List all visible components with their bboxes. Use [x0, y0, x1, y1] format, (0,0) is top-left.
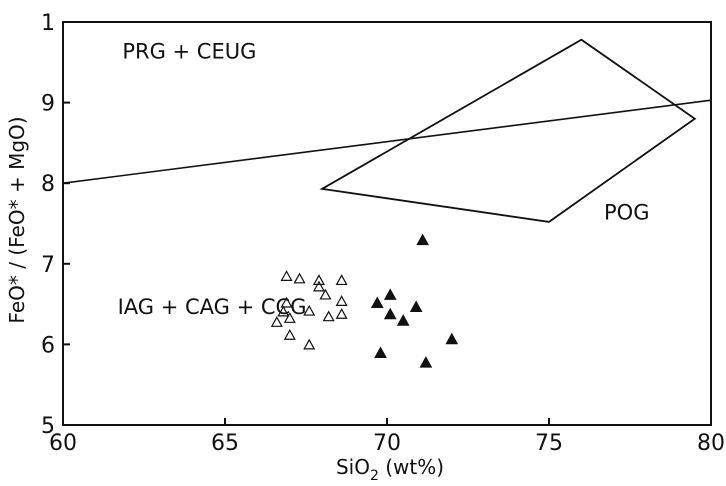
y-tick-label: 9: [41, 92, 55, 117]
open-triangle-point: [277, 305, 290, 317]
pog-field-polygon: [319, 38, 697, 223]
data-points: [270, 233, 459, 368]
x-axis-ticks: 60 65 70 75 80: [49, 418, 725, 456]
x-tick-label: 60: [49, 431, 77, 456]
filled-triangle-point: [383, 288, 397, 300]
region-label: IAG + CAG + CCG: [118, 295, 307, 319]
y-axis-ticks: 5 6 7 8 9 1: [41, 11, 70, 439]
open-triangle-point: [293, 272, 306, 284]
open-triangle-point: [322, 310, 335, 322]
open-triangle-point: [270, 316, 283, 327]
x-tick-label: 65: [211, 431, 239, 456]
open-triangle-point: [303, 338, 316, 350]
open-triangle-point: [319, 288, 332, 300]
open-triangle-point: [312, 274, 325, 286]
region-label: PRG + CEUG: [122, 39, 256, 63]
open-triangle-point: [335, 274, 348, 286]
y-tick-label: 6: [41, 333, 55, 358]
x-tick-label: 75: [535, 431, 563, 456]
filled-triangle-point: [419, 356, 433, 368]
filled-triangle-point: [383, 307, 397, 320]
x-tick-label: 70: [373, 431, 401, 456]
open-triangle-point: [303, 304, 316, 316]
filled-triangle-point: [396, 314, 410, 326]
filled-triangle-point: [370, 296, 384, 308]
reference-shapes: [62, 38, 712, 223]
x-tick-label: 80: [697, 431, 725, 456]
open-triangle-point: [283, 328, 296, 340]
open-triangle-point: [283, 312, 296, 323]
y-tick-label: 7: [41, 253, 55, 278]
y-tick-label: 1: [41, 11, 55, 36]
open-triangle-point: [335, 295, 348, 306]
x-axis-label: SiO2 (wt%): [336, 455, 444, 484]
region-labels: PRG + CEUG POG IAG + CAG + CCG: [118, 39, 650, 319]
filled-triangle-point: [374, 346, 387, 358]
y-tick-label: 8: [41, 172, 55, 197]
y-tick-label: 5: [41, 414, 55, 439]
filled-triangle-point: [445, 332, 459, 345]
filled-triangle-point: [416, 233, 429, 246]
region-label: POG: [604, 200, 649, 224]
filled-triangle-point: [409, 300, 423, 313]
open-triangle-point: [280, 270, 293, 281]
open-triangle-point: [280, 296, 293, 308]
boundary-line: [62, 99, 712, 184]
y-axis-label: FeO* / (FeO* + MgO): [5, 116, 29, 323]
open-triangle-point: [312, 280, 325, 292]
open-triangle-point: [335, 308, 348, 319]
